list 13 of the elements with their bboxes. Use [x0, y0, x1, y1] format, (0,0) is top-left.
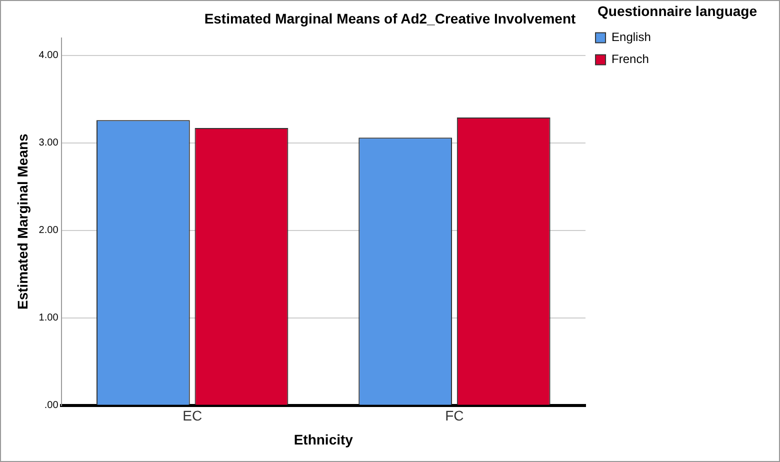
- y-tick-label: 1.00: [38, 312, 59, 324]
- y-tick-label: 2.00: [38, 225, 59, 236]
- x-tick-label: FC: [445, 408, 464, 424]
- legend-label: French: [612, 52, 649, 66]
- y-tick-label: .00: [44, 400, 59, 412]
- legend-title: Questionnaire language: [598, 2, 758, 19]
- x-axis-title: Ethnicity: [294, 431, 354, 448]
- legend-label: English: [612, 30, 651, 44]
- chart-title: Estimated Marginal Means of Ad2_Creative Involvement: [204, 10, 576, 26]
- x-tick-label: EC: [182, 408, 202, 424]
- y-tick-label: 4.00: [38, 50, 59, 62]
- y-axis-title: Estimated Marginal Means: [14, 133, 30, 310]
- y-tick-label: 3.00: [38, 138, 59, 149]
